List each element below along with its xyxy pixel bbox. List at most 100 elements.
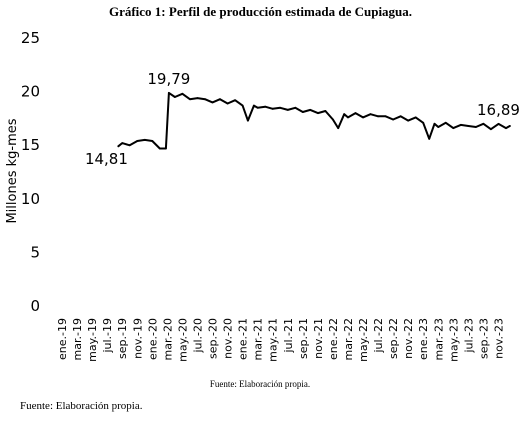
- data-point: [136, 140, 139, 142]
- data-point: [497, 123, 500, 125]
- chart-title: Gráfico 1: Perfil de producción estimada…: [108, 4, 413, 19]
- y-tick-label: 10: [21, 190, 40, 208]
- x-tick-label: mar.-19: [71, 318, 84, 360]
- data-point: [204, 98, 206, 101]
- x-tick-label: ene.-19: [56, 318, 69, 360]
- data-point: [246, 119, 249, 122]
- x-tick-label: may.-19: [86, 318, 99, 362]
- data-point: [474, 126, 477, 128]
- data-point: [234, 99, 236, 102]
- x-tick-label: nov.-19: [131, 318, 144, 359]
- x-tick-label: ene.-21: [237, 318, 250, 360]
- x-tick-label: may.-23: [447, 318, 460, 362]
- data-point: [143, 139, 146, 141]
- y-tick-label: 15: [21, 136, 40, 154]
- data-point: [316, 112, 319, 115]
- x-tick-label: nov.-20: [222, 318, 235, 359]
- data-point: [347, 116, 349, 119]
- data-point: [332, 118, 334, 121]
- data-point: [428, 137, 431, 140]
- x-tick-label: jul.-21: [282, 318, 295, 354]
- x-tick-label: jul.-20: [191, 318, 204, 354]
- data-point: [354, 112, 357, 115]
- x-tick-label: sep.-19: [116, 318, 129, 359]
- data-point: [490, 128, 492, 131]
- data-point: [173, 96, 176, 98]
- data-point: [452, 127, 455, 130]
- data-point: [286, 108, 289, 111]
- x-tick-label: nov.-21: [312, 318, 325, 359]
- data-label: 14,81: [85, 150, 128, 168]
- x-tick-label: mar.-20: [161, 318, 174, 360]
- data-point: [369, 113, 372, 116]
- data-point: [384, 115, 387, 118]
- data-point: [505, 127, 507, 130]
- series-line: [117, 91, 511, 150]
- x-tick-label: nov.-23: [492, 318, 505, 359]
- x-tick-label: sep.-21: [297, 318, 310, 359]
- y-tick-label: 25: [21, 29, 40, 47]
- y-tick-label: 20: [21, 83, 40, 101]
- data-point: [437, 126, 440, 128]
- data-point: [181, 92, 184, 95]
- x-tick-label: ene.-20: [146, 318, 159, 360]
- data-label: 16,89: [477, 101, 520, 119]
- figure-source-note: Fuente: Elaboración propia.: [20, 400, 143, 412]
- x-tick-label: ene.-22: [327, 318, 340, 360]
- x-tick-label: may.-21: [267, 318, 280, 362]
- data-point: [508, 125, 511, 127]
- x-tick-label: nov.-22: [402, 318, 415, 359]
- x-tick-label: jul.-19: [101, 318, 114, 354]
- data-point: [219, 98, 221, 101]
- data-point: [343, 113, 346, 116]
- data-point: [324, 110, 327, 112]
- x-tick-label: jul.-22: [372, 318, 385, 354]
- x-tick-label: mar.-21: [252, 318, 265, 360]
- data-point: [196, 97, 199, 100]
- data-point: [414, 116, 417, 119]
- data-point: [433, 122, 436, 125]
- data-point: [128, 144, 131, 147]
- data-point: [264, 105, 267, 108]
- data-point: [467, 125, 470, 127]
- data-point: [189, 98, 191, 101]
- data-point: [399, 115, 402, 118]
- data-point: [151, 140, 154, 142]
- data-point: [309, 108, 312, 111]
- y-tick-label: 5: [30, 243, 40, 261]
- data-point: [377, 115, 379, 118]
- data-point: [164, 147, 167, 150]
- data-point: [444, 121, 447, 124]
- data-point: [459, 124, 462, 126]
- x-tick-label: may.-22: [357, 318, 370, 362]
- data-point: [211, 101, 214, 104]
- data-point: [422, 121, 425, 124]
- x-tick-label: sep.-23: [477, 318, 490, 359]
- data-point: [117, 145, 120, 148]
- y-axis-label: Millones kg-mes: [5, 118, 20, 223]
- x-tick-label: sep.-22: [387, 318, 400, 359]
- y-tick-label: 0: [30, 297, 40, 315]
- data-point: [158, 147, 161, 150]
- data-point: [392, 118, 395, 121]
- data-point: [279, 106, 282, 109]
- data-point: [407, 119, 410, 122]
- data-point: [362, 116, 364, 119]
- data-point: [482, 122, 485, 125]
- data-point: [226, 102, 229, 105]
- data-point: [337, 127, 340, 130]
- x-tick-label: jul.-23: [462, 318, 475, 354]
- data-label: 19,79: [147, 70, 190, 88]
- x-tick-label: mar.-22: [342, 318, 355, 360]
- x-tick-label: mar.-23: [432, 318, 445, 360]
- data-point: [256, 106, 259, 109]
- x-tick-label: ene.-23: [417, 318, 430, 360]
- data-point: [121, 142, 124, 145]
- x-tick-label: sep.-20: [207, 318, 220, 359]
- data-point: [271, 107, 274, 110]
- data-point: [301, 111, 304, 113]
- data-point: [294, 106, 297, 109]
- x-tick-label: may.-20: [176, 318, 189, 362]
- chart-source-note: Fuente: Elaboración propia.: [209, 379, 311, 389]
